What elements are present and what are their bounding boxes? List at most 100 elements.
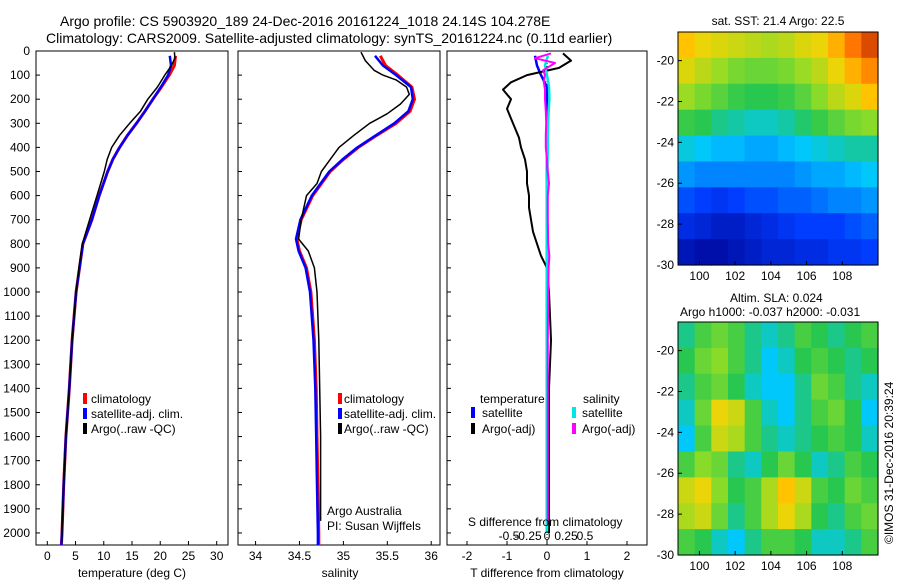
heatmap-cell <box>794 213 812 240</box>
heatmap-cell <box>728 477 746 504</box>
heatmap-cell <box>728 529 746 556</box>
s-difference-label: S difference from climatology <box>468 515 623 529</box>
heatmap-cell <box>711 529 729 556</box>
map-lat-tick-label: -28 <box>657 217 675 231</box>
heatmap-cell <box>761 213 779 240</box>
heatmap-cell <box>811 322 829 349</box>
heatmap-cell <box>861 347 879 375</box>
heatmap-cell <box>744 373 762 401</box>
heatmap-cell <box>844 347 862 375</box>
temperature-legend: climatology satellite-adj. clim. Argo(..… <box>83 392 183 436</box>
heatmap-cell <box>811 399 829 427</box>
heatmap-cell <box>794 135 812 163</box>
heatmap-cell <box>861 425 879 453</box>
temperature-axis-label: temperature (deg C) <box>78 566 186 580</box>
heatmap-cell <box>828 187 846 214</box>
heatmap-cell <box>744 529 762 556</box>
heatmap-cell <box>711 57 729 85</box>
heatmap-cell <box>828 322 846 349</box>
heatmap-cell <box>694 57 712 85</box>
heatmap-cell <box>828 32 846 59</box>
heatmap-cell <box>744 503 762 530</box>
heatmap-cell <box>844 399 862 427</box>
map-lat-tick-label: -30 <box>657 258 675 272</box>
series-line-temperature-argo-adj- <box>502 52 572 533</box>
series-line-salinity-argo-adj- <box>534 52 556 521</box>
legend-label-satellite: satellite-adj. clim. <box>91 407 183 421</box>
heatmap-cell <box>811 32 829 59</box>
heatmap-cell <box>794 322 812 349</box>
heatmap-cell <box>844 187 862 214</box>
heatmap-cell <box>861 109 879 137</box>
heatmap-cell <box>811 425 829 453</box>
heatmap-cell <box>811 451 829 478</box>
heatmap-cell <box>761 187 779 214</box>
heatmap-cell <box>861 373 879 401</box>
depth-tick-label: 400 <box>10 140 30 154</box>
sst-map-ticks: -20 -22 -24 -26 -28 -30 100 102 104 106 108 <box>657 54 853 283</box>
heatmap-cell <box>844 109 862 137</box>
heatmap-cell <box>778 187 796 214</box>
heatmap-cell <box>828 399 846 427</box>
heatmap-cell <box>811 477 829 504</box>
map-lat-tick-label: -28 <box>657 507 675 521</box>
legend-label-argo: Argo(..raw -QC) <box>344 422 429 436</box>
heatmap-cell <box>861 503 879 530</box>
heatmap-cell <box>761 32 779 59</box>
heatmap-cell <box>744 399 762 427</box>
heatmap-cell <box>694 529 712 556</box>
header-line-2: Climatology: CARS2009. Satellite-adjuste… <box>46 30 612 46</box>
heatmap-cell <box>694 425 712 453</box>
heatmap-cell <box>828 529 846 556</box>
heatmap-cell <box>728 161 746 188</box>
heatmap-cell <box>844 451 862 478</box>
heatmap-cell <box>711 451 729 478</box>
heatmap-cell <box>694 83 712 111</box>
heatmap-cell <box>794 529 812 556</box>
heatmap-cell <box>678 373 696 401</box>
heatmap-cell <box>811 529 829 556</box>
heatmap-cell <box>728 109 746 137</box>
sla-map-title-1: Altim. SLA: 0.024 <box>730 291 823 305</box>
heatmap-cell <box>678 239 696 266</box>
heatmap-cell <box>778 503 796 530</box>
s-difference-tick-label: 0.25 <box>554 529 578 543</box>
difference-lines <box>502 52 572 533</box>
heatmap-cell <box>844 239 862 266</box>
heatmap-cell <box>778 347 796 375</box>
legend-swatch-argo <box>338 423 342 434</box>
heatmap-cell <box>844 373 862 401</box>
map-lon-tick-label: 106 <box>797 269 817 283</box>
heatmap-cell <box>794 503 812 530</box>
heatmap-cell <box>761 477 779 504</box>
t-difference-tick-label: 2 <box>624 549 631 563</box>
heatmap-cell <box>794 239 812 266</box>
salinity-axis-ticks: 34 34.5 35 35.5 36 <box>238 50 438 563</box>
depth-tick-label: 1700 <box>3 454 30 468</box>
heatmap-cell <box>861 32 879 59</box>
heatmap-cell <box>761 373 779 401</box>
legend-swatch-climatology <box>338 393 342 404</box>
heatmap-cell <box>728 399 746 427</box>
depth-tick-label: 1000 <box>3 285 30 299</box>
map-lon-tick-label: 108 <box>832 269 852 283</box>
legend-label-climatology: climatology <box>344 392 404 406</box>
depth-tick-label: 1500 <box>3 405 30 419</box>
heatmap-cell <box>844 529 862 556</box>
depth-tick-label: 900 <box>10 261 30 275</box>
sla-heatmap <box>678 322 879 556</box>
heatmap-cell <box>828 451 846 478</box>
heatmap-cell <box>811 135 829 163</box>
heatmap-cell <box>744 477 762 504</box>
heatmap-cell <box>678 83 696 111</box>
difference-axis-ticks: -2 -1 0 1 2 <box>447 50 631 563</box>
heatmap-cell <box>744 57 762 85</box>
heatmap-cell <box>694 187 712 214</box>
heatmap-cell <box>861 213 879 240</box>
temperature-tick-label: 15 <box>125 549 139 563</box>
heatmap-cell <box>778 477 796 504</box>
depth-tick-label: 1900 <box>3 502 30 516</box>
heatmap-cell <box>844 83 862 111</box>
heatmap-cell <box>711 187 729 214</box>
heatmap-cell <box>761 503 779 530</box>
